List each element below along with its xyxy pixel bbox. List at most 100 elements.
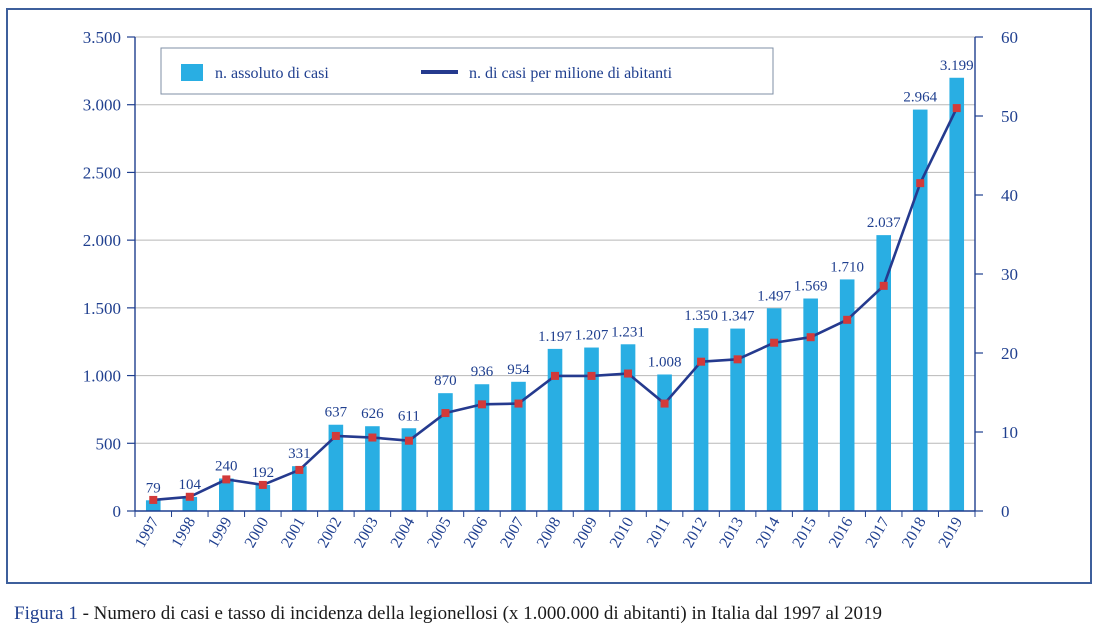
bar bbox=[730, 328, 745, 511]
x-axis-tick-label: 2002 bbox=[315, 515, 346, 551]
x-axis-tick-label: 2007 bbox=[497, 515, 528, 551]
left-axis-tick-label: 1.000 bbox=[83, 367, 121, 386]
bar bbox=[328, 424, 344, 511]
x-axis-tick-label: 2017 bbox=[862, 515, 893, 551]
bar bbox=[876, 235, 891, 511]
rate-line-segment bbox=[736, 341, 776, 361]
rate-marker bbox=[624, 369, 633, 378]
bar bbox=[693, 328, 709, 511]
bar-data-label: 3.199 bbox=[940, 58, 974, 74]
right-axis-tick-label: 40 bbox=[1001, 186, 1018, 205]
bar bbox=[912, 109, 928, 511]
bar-data-label: 104 bbox=[179, 477, 202, 493]
rate-marker bbox=[149, 495, 158, 504]
combo-chart: 0 500 1.000 1.500 2.000 2.500 3.000 3.500 0 10 20 3… bbox=[83, 28, 1018, 551]
bar-data-label: 637 bbox=[325, 405, 348, 421]
bar-data-label: 954 bbox=[507, 362, 530, 378]
bar-data-label: 1.347 bbox=[721, 309, 755, 325]
x-axis-tick-label: 2000 bbox=[242, 515, 273, 551]
bars bbox=[145, 77, 965, 511]
bar bbox=[145, 500, 161, 511]
rate-marker bbox=[697, 357, 706, 366]
rate-line-segment bbox=[918, 106, 959, 185]
bar-data-label: 1.231 bbox=[611, 324, 645, 340]
bar bbox=[292, 466, 307, 511]
rate-marker bbox=[952, 104, 961, 113]
right-axis-tick-label: 50 bbox=[1001, 107, 1018, 126]
x-axis-tick-label: 2005 bbox=[424, 515, 455, 551]
bar bbox=[949, 77, 965, 511]
figure-label: Figura 1 bbox=[14, 603, 78, 624]
bar-data-label: 626 bbox=[361, 406, 384, 422]
right-axis-tick-label: 60 bbox=[1001, 28, 1018, 47]
left-axis-tick-label: 3.000 bbox=[83, 96, 121, 115]
x-axis-tick-label: 2004 bbox=[388, 515, 419, 551]
bar-data-label: 2.964 bbox=[903, 90, 937, 106]
bar-data-label: 611 bbox=[398, 408, 420, 424]
rate-line-segment bbox=[225, 478, 265, 487]
bar bbox=[219, 478, 234, 511]
rate-line bbox=[149, 104, 961, 504]
bar bbox=[547, 348, 563, 511]
rate-line-segment bbox=[444, 403, 484, 415]
bar bbox=[839, 279, 855, 511]
legend: n. assoluto di casi n. di casi per milio… bbox=[160, 47, 774, 95]
rate-marker bbox=[770, 338, 779, 347]
x-axis-tick-label: 2011 bbox=[644, 515, 674, 551]
rate-line-segment bbox=[772, 335, 812, 345]
bar-data-label: 1.207 bbox=[575, 328, 609, 344]
x-axis-tick-label: 2003 bbox=[351, 515, 382, 551]
rate-line-segment bbox=[261, 468, 301, 487]
bar-data-label: 192 bbox=[252, 465, 275, 481]
x-axis-tick-label: 1999 bbox=[205, 515, 236, 551]
rate-line-segment bbox=[882, 181, 922, 288]
bar bbox=[766, 308, 782, 511]
rate-marker bbox=[441, 409, 450, 418]
rate-line-segment bbox=[845, 284, 885, 322]
rate-line-segment bbox=[663, 360, 703, 405]
bar-data-label: 79 bbox=[146, 480, 161, 496]
bar bbox=[511, 381, 526, 511]
x-axis-tick-label: 2019 bbox=[935, 515, 966, 551]
bar bbox=[474, 384, 490, 511]
caption-text: - Numero di casi e tasso di incidenza de… bbox=[77, 603, 882, 624]
bar bbox=[401, 428, 417, 511]
x-axis-tick-label: 2001 bbox=[278, 515, 309, 551]
bar-data-label: 1.008 bbox=[648, 354, 682, 370]
rate-marker bbox=[843, 315, 852, 324]
bar bbox=[803, 298, 818, 511]
rate-marker bbox=[660, 399, 669, 408]
rate-line-segment bbox=[590, 372, 630, 378]
rate-line-segment bbox=[480, 402, 520, 406]
bar-data-label: 1.350 bbox=[684, 308, 718, 324]
x-axis-tick-label: 1997 bbox=[132, 515, 163, 551]
rate-marker bbox=[258, 480, 267, 489]
bar bbox=[584, 347, 599, 511]
bar-data-label: 331 bbox=[288, 446, 311, 462]
right-axis-tick-label: 10 bbox=[1001, 423, 1018, 442]
bar-data-label: 936 bbox=[471, 364, 494, 380]
left-axis-tick-label: 2.000 bbox=[83, 231, 121, 250]
legend-box bbox=[160, 47, 774, 95]
x-axis-tick-label: 2016 bbox=[826, 515, 857, 551]
rate-marker bbox=[222, 475, 231, 484]
x-axis-tick-label: 2009 bbox=[570, 515, 601, 551]
rate-marker bbox=[514, 399, 523, 408]
bar-data-label: 1.497 bbox=[757, 288, 791, 304]
rate-line-segment bbox=[407, 411, 447, 442]
rate-marker bbox=[916, 179, 925, 188]
x-axis-tick-label: 2012 bbox=[680, 515, 711, 551]
bar-data-label: 1.197 bbox=[538, 329, 572, 345]
legend-bar-label: n. assoluto di casi bbox=[215, 65, 329, 82]
rate-line-segment bbox=[626, 372, 666, 405]
legend-bar-swatch bbox=[181, 64, 203, 81]
rate-line-segment bbox=[151, 495, 192, 502]
x-axis-tick-label: 1998 bbox=[169, 515, 200, 551]
bar-data-label: 1.710 bbox=[830, 259, 864, 275]
x-axis-tick-label: 2006 bbox=[461, 515, 492, 551]
x-axis-tick-label: 2015 bbox=[789, 515, 820, 551]
bar-data-label: 1.569 bbox=[794, 279, 828, 295]
rate-marker bbox=[331, 431, 340, 440]
left-axis-tick-label: 2.500 bbox=[83, 163, 121, 182]
